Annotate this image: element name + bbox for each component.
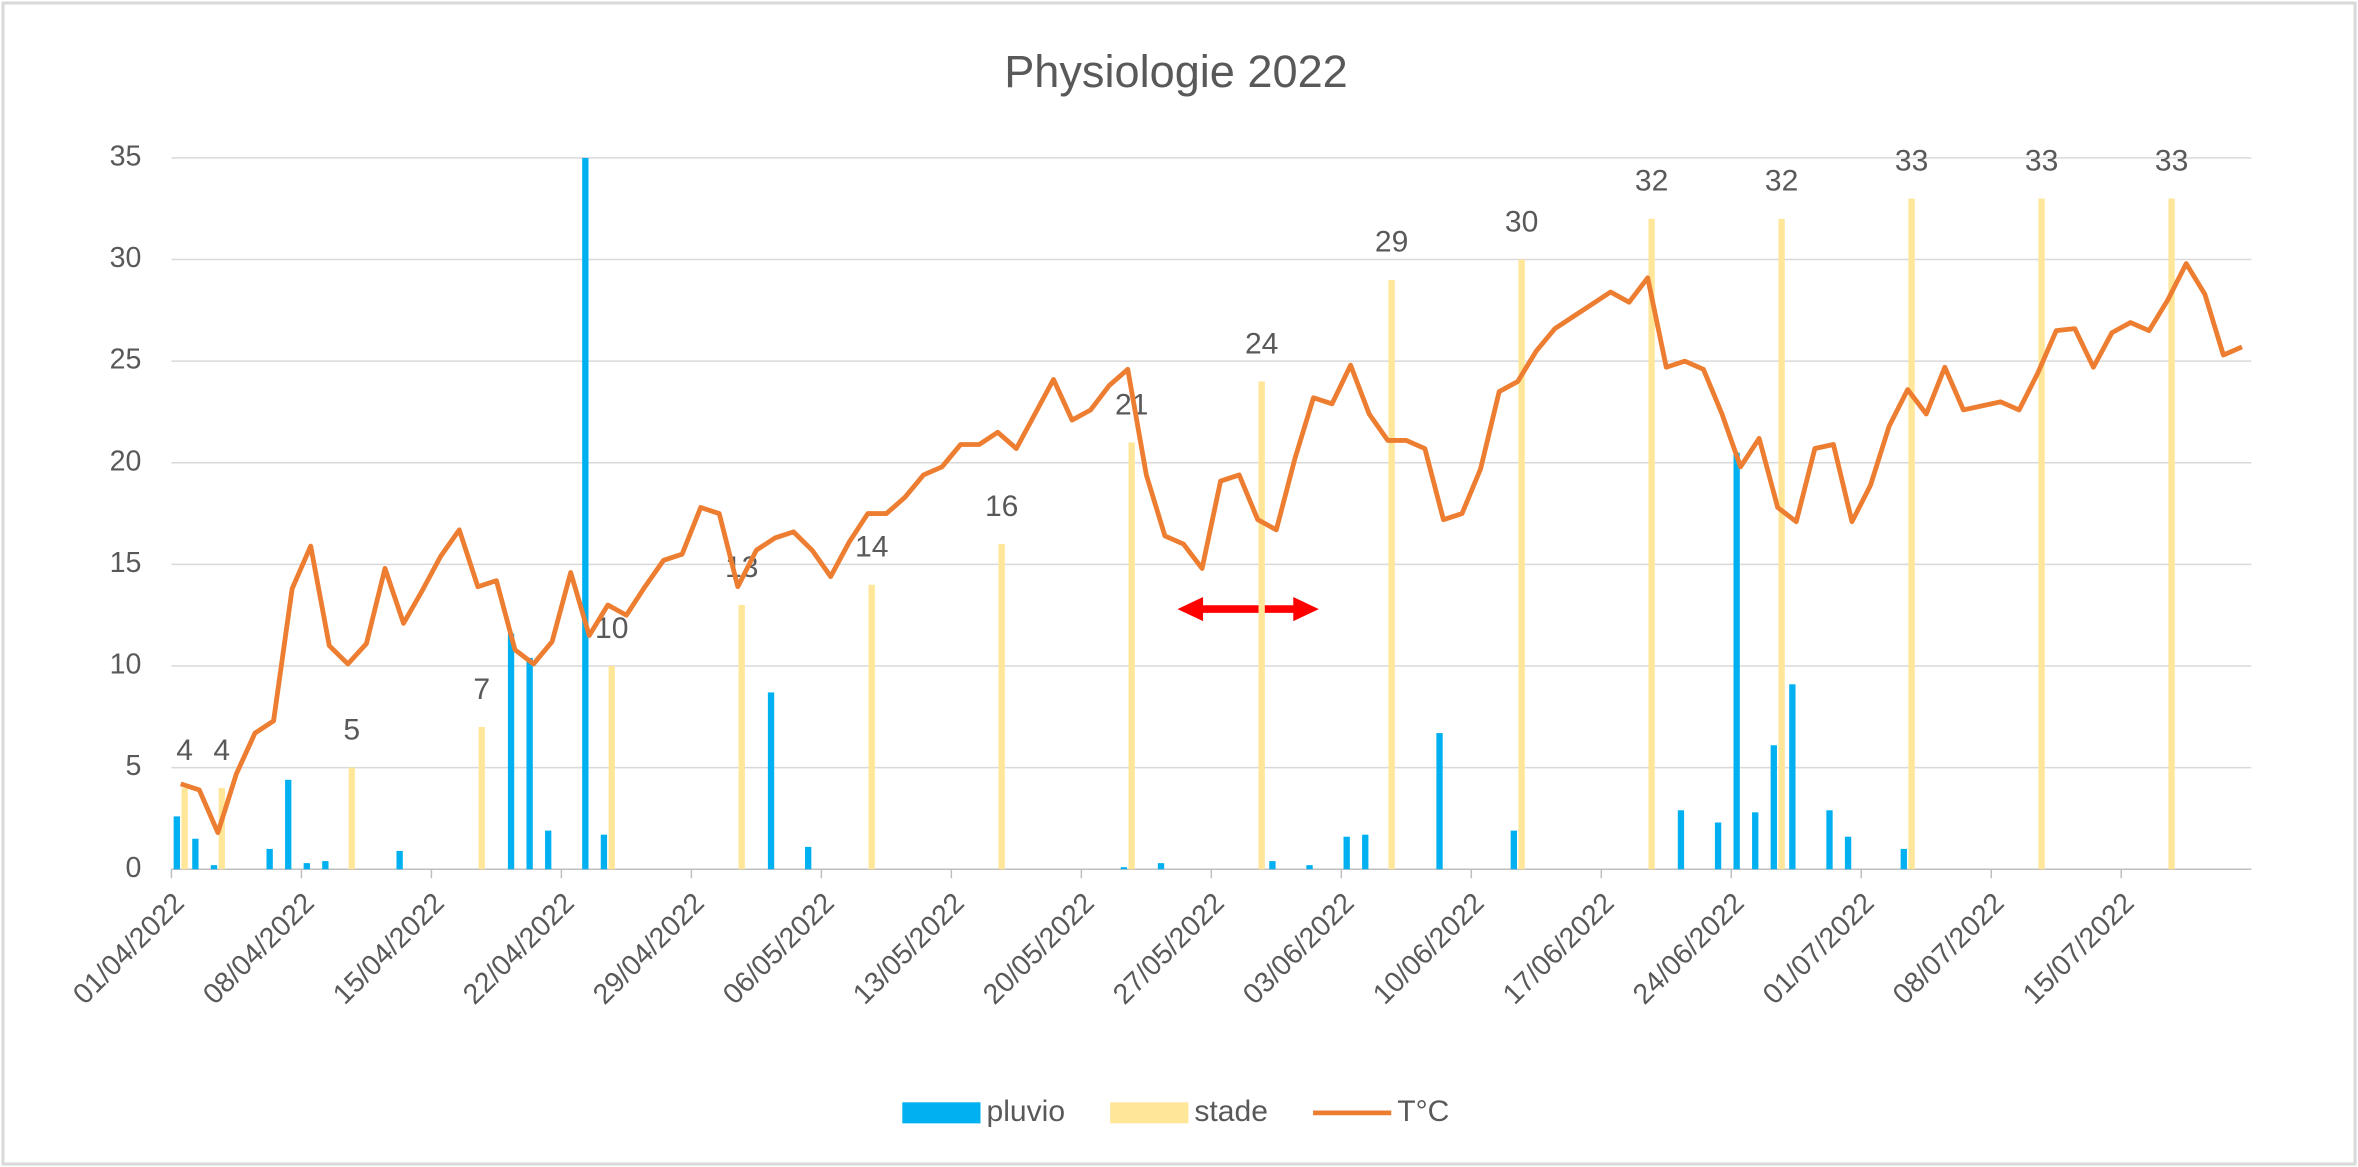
data-label: 5 [343, 713, 360, 746]
data-label: 29 [1375, 226, 1408, 259]
data-label: 16 [985, 490, 1018, 523]
bar [1908, 198, 1915, 870]
bar [1770, 745, 1777, 870]
bar [1844, 836, 1852, 870]
bar [181, 787, 188, 870]
bar [1778, 218, 1785, 870]
bar [1648, 218, 1655, 870]
bar [507, 633, 515, 870]
bar [1306, 865, 1313, 870]
bar [1752, 812, 1759, 870]
bar [348, 767, 355, 870]
bar [1714, 822, 1722, 870]
bar [608, 665, 615, 870]
bar [868, 584, 875, 870]
bar [600, 834, 608, 870]
data-label: 4 [213, 734, 230, 767]
data-label: 7 [473, 673, 490, 706]
bar [210, 865, 218, 870]
data-label: 33 [1895, 144, 1928, 177]
bar [1826, 810, 1833, 870]
bar [1157, 863, 1165, 870]
y-tick-label: 5 [125, 750, 141, 782]
bar [1733, 452, 1740, 870]
bar [303, 863, 310, 870]
bar [1269, 861, 1276, 870]
bar [266, 848, 273, 870]
bar [1789, 684, 1796, 870]
bar [218, 787, 225, 870]
bar [285, 779, 292, 870]
y-tick-label: 30 [110, 242, 142, 274]
data-label: 30 [1505, 205, 1538, 238]
bar [1900, 848, 1907, 870]
bar [1128, 442, 1135, 870]
data-label: 32 [1765, 165, 1798, 198]
bar [173, 816, 180, 870]
bar [738, 605, 745, 870]
bar [526, 657, 533, 870]
annotation-arrow [1177, 597, 1319, 622]
y-tick-label: 10 [110, 649, 142, 681]
grid [171, 157, 2252, 870]
legend-label: pluvio [987, 1095, 1066, 1128]
bar [478, 726, 485, 870]
bar [767, 692, 775, 870]
bar [998, 544, 1005, 870]
data-label: 14 [855, 531, 888, 564]
legend-swatch [1110, 1102, 1189, 1124]
data-label: 4 [176, 734, 193, 767]
bar [192, 838, 199, 870]
bar [322, 861, 329, 870]
chart-title: Physiologie 2022 [1004, 46, 1348, 97]
bar [2168, 198, 2175, 870]
data-label: 24 [1245, 327, 1278, 360]
bar [1362, 834, 1369, 870]
data-label: 33 [2025, 144, 2058, 177]
y-tick-label: 0 [125, 852, 141, 884]
bar [1436, 733, 1443, 870]
bar [1120, 867, 1128, 870]
bar [396, 850, 403, 870]
bar [545, 830, 552, 870]
bar [582, 157, 589, 870]
legend-label: T°C [1397, 1095, 1449, 1128]
bar [1258, 381, 1265, 870]
line [179, 261, 2243, 836]
legend-label: stade [1194, 1095, 1268, 1128]
bar [1510, 830, 1517, 870]
bar [1388, 279, 1395, 870]
bar [1677, 810, 1685, 870]
legend-swatch [902, 1102, 981, 1124]
y-tick-label: 20 [110, 445, 142, 477]
bar [2038, 198, 2045, 870]
bar [1343, 836, 1350, 870]
y-tick-label: 35 [110, 140, 142, 172]
y-tick-label: 15 [110, 547, 142, 579]
y-tick-label: 25 [110, 344, 142, 376]
bar [1518, 259, 1525, 870]
bar [805, 846, 812, 870]
data-label: 32 [1635, 165, 1668, 198]
data-label: 33 [2155, 144, 2188, 177]
